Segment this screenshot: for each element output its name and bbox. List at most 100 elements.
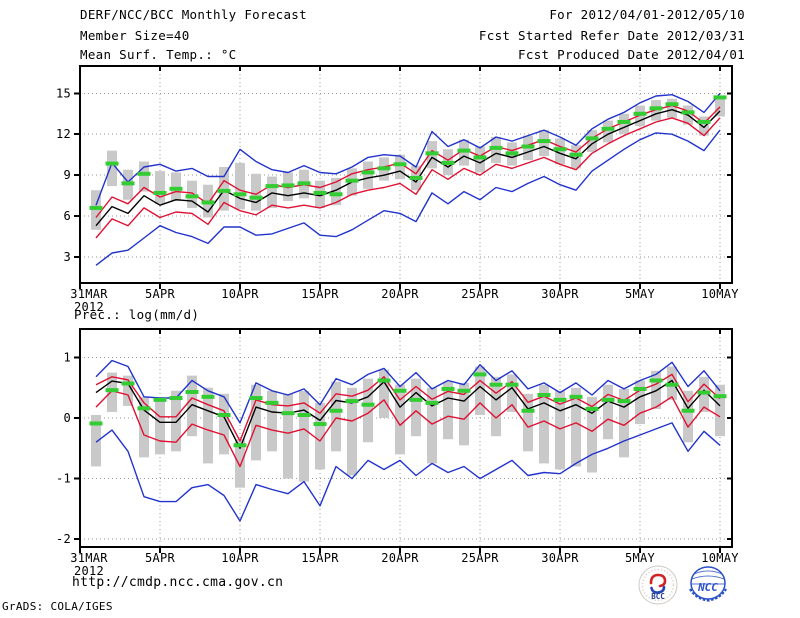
temperature-member-spread-bar (619, 113, 629, 135)
svg-text:BCC: BCC (651, 592, 665, 601)
precipitation-xtick-label: 31MAR (70, 551, 108, 565)
precipitation-member-spread-bar (203, 387, 213, 464)
precipitation-ensemble-min-line (95, 422, 721, 522)
precipitation-frame (79, 328, 733, 548)
member-size-label: Member Size=40 (80, 28, 190, 43)
temperature-member-spread-bar (235, 162, 245, 210)
precipitation-xtick-label: 30APR (541, 551, 579, 565)
precipitation-member-spread-bar (107, 372, 117, 412)
temperature-xtick-label: 20APR (381, 287, 419, 301)
temperature-member-spread-bar (571, 145, 581, 169)
precipitation-member-spread-bar (603, 384, 613, 440)
precipitation-member-spread-bar (331, 381, 341, 452)
precipitation-member-spread-bar (235, 439, 245, 488)
precipitation-member-spread-bar (315, 402, 325, 470)
temperature-lower-quartile-line (95, 117, 721, 239)
temperature-ytick-label: 15 (56, 86, 71, 100)
precipitation-member-spread-bar (587, 396, 597, 473)
precipitation-member-spread-bar (251, 384, 261, 461)
precipitation-member-spread-bar (91, 414, 101, 467)
temperature-ensemble-mean-line (95, 108, 721, 227)
precipitation-member-spread-bar (539, 384, 549, 464)
temperature-member-spread-bar (187, 180, 197, 208)
temperature-member-spread-bar (475, 146, 485, 173)
precipitation-xtick-label: 10APR (221, 551, 259, 565)
temperature-xtick-sublabel: 2012 (74, 300, 104, 314)
temperature-xtick-label: 25APR (461, 287, 499, 301)
temperature-xtick-label: 30APR (541, 287, 579, 301)
precipitation-xtick-label: 25APR (461, 551, 499, 565)
refer-date-label: Fcst Started Refer Date 2012/03/31 (478, 28, 745, 43)
precipitation-ytick-label: -2 (56, 532, 71, 546)
temperature-member-spread-bar (139, 161, 149, 192)
temperature-xtick-label: 31MAR (70, 287, 108, 301)
precipitation-ytick-label: -1 (56, 472, 71, 486)
precipitation-lower-quartile-line (95, 390, 721, 468)
temperature-member-spread-bar (251, 173, 261, 211)
precipitation-ytick-label: 1 (63, 350, 71, 364)
precipitation-member-spread-bar (635, 380, 645, 425)
precipitation-member-spread-bar (395, 384, 405, 455)
temperature-xtick-label: 15APR (301, 287, 339, 301)
precipitation-ensemble-max-line (95, 359, 721, 424)
bcc-logo: BCC (638, 565, 678, 609)
precipitation-member-spread-bar (619, 388, 629, 458)
precipitation-member-spread-bar (139, 396, 149, 458)
svg-text:NCC: NCC (697, 581, 718, 594)
precipitation-member-spread-bar (651, 370, 661, 409)
temperature-member-spread-bar (539, 130, 549, 157)
source-url: http://cmdp.ncc.cma.gov.cn (72, 575, 284, 590)
temperature-xtick-label: 10APR (221, 287, 259, 301)
temperature-member-spread-bar (667, 98, 677, 118)
temperature-frame (79, 65, 733, 284)
precipitation-member-spread-bar (571, 387, 581, 467)
precipitation-member-spread-bar (427, 387, 437, 464)
precipitation-xtick-label: 15APR (301, 551, 339, 565)
precipitation-member-spread-bar (123, 375, 133, 406)
temperature-xtick-label: 5APR (145, 287, 176, 301)
ncc-logo: NCC (684, 564, 732, 610)
temperature-member-spread-bar (91, 190, 101, 230)
precipitation-upper-quartile-line (95, 373, 721, 442)
precipitation-member-spread-bar (411, 378, 421, 437)
temperature-xtick-label: 5MAY (625, 287, 656, 301)
temperature-member-spread-bar (155, 171, 165, 204)
precipitation-member-spread-bar (523, 393, 533, 452)
precipitation-member-spread-bar (155, 399, 165, 455)
precipitation-member-spread-bar (715, 384, 725, 437)
precipitation-xtick-label: 5MAY (625, 551, 656, 565)
precipitation-member-spread-bar (283, 393, 293, 479)
precipitation-member-spread-bar (683, 390, 693, 443)
temperature-member-spread-bar (715, 96, 725, 117)
bcc-logo-icon: BCC (638, 565, 678, 605)
precipitation-member-spread-bar (219, 393, 229, 455)
temperature-member-spread-bar (587, 130, 597, 152)
precipitation-member-spread-bar (491, 376, 501, 437)
temperature-ytick-label: 3 (63, 250, 71, 264)
temperature-ensemble-max-line (95, 92, 721, 206)
temperature-member-spread-bar (491, 136, 501, 163)
prec-chart-title: Prec.: log(mm/d) (74, 307, 200, 322)
precipitation-member-spread-bar (459, 382, 469, 446)
ncc-logo-icon: NCC (689, 566, 727, 602)
temperature-member-spread-bar (171, 172, 181, 202)
precipitation-member-spread-bar (363, 378, 373, 443)
temperature-member-spread-bar (219, 166, 229, 211)
temperature-upper-quartile-line (95, 104, 721, 218)
precipitation-member-spread-bar (171, 390, 181, 452)
precipitation-member-spread-bar (347, 387, 357, 476)
precipitation-member-spread-bar (187, 375, 197, 437)
temperature-ytick-label: 12 (56, 127, 71, 141)
precipitation-ensemble-mean-line (95, 379, 721, 449)
page-title: DERF/NCC/BCC Monthly Forecast (80, 7, 307, 22)
temperature-member-spread-bar (603, 120, 613, 143)
temperature-member-spread-bar (395, 154, 405, 180)
precipitation-ytick-label: 0 (63, 411, 71, 425)
temperature-member-spread-bar (331, 177, 341, 206)
forecast-range-label: For 2012/04/01-2012/05/10 (549, 7, 745, 22)
precipitation-member-spread-bar (299, 390, 309, 482)
